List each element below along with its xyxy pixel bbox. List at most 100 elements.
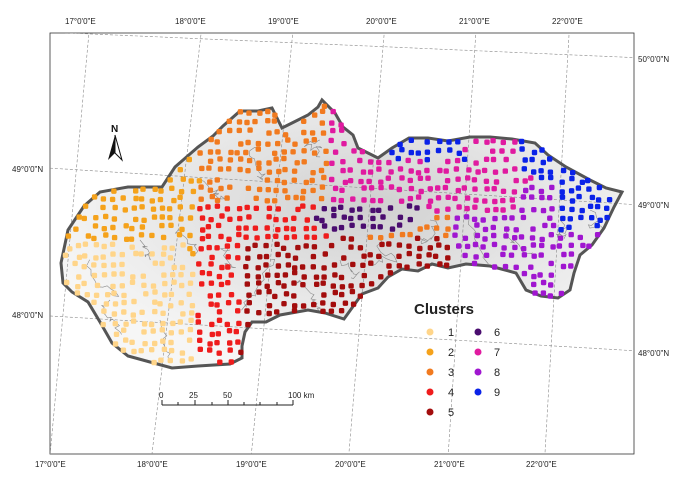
station-point bbox=[280, 245, 287, 251]
station-point bbox=[540, 290, 547, 296]
station-point bbox=[178, 300, 184, 306]
station-point bbox=[237, 109, 244, 115]
station-point bbox=[376, 159, 382, 166]
lon-label-top-22: 22°0'0"E bbox=[552, 17, 583, 26]
station-point bbox=[246, 110, 252, 116]
station-point bbox=[320, 300, 326, 306]
station-point bbox=[82, 241, 89, 247]
station-point bbox=[580, 242, 586, 249]
station-point bbox=[207, 341, 213, 347]
station-point bbox=[357, 206, 363, 212]
station-point bbox=[214, 203, 221, 209]
station-point bbox=[521, 252, 528, 258]
legend-item-1: 1 bbox=[426, 327, 454, 339]
station-point bbox=[396, 253, 402, 259]
station-point bbox=[209, 254, 215, 261]
station-point bbox=[559, 189, 565, 195]
station-point bbox=[244, 119, 250, 126]
station-point bbox=[340, 159, 346, 165]
station-point bbox=[266, 303, 273, 309]
station-point bbox=[436, 242, 442, 248]
station-point bbox=[455, 176, 461, 182]
scale-tick-25: 25 bbox=[189, 391, 198, 400]
station-point bbox=[292, 303, 298, 309]
station-point bbox=[339, 284, 346, 290]
station-point bbox=[424, 139, 430, 145]
station-point bbox=[594, 232, 601, 238]
station-point bbox=[329, 120, 335, 126]
station-point bbox=[416, 253, 422, 259]
station-point bbox=[473, 160, 479, 166]
station-point bbox=[464, 205, 470, 212]
station-point bbox=[501, 215, 508, 221]
station-point bbox=[370, 215, 376, 222]
station-point bbox=[159, 260, 165, 267]
station-point bbox=[285, 137, 291, 143]
station-point bbox=[490, 224, 496, 231]
station-point bbox=[338, 204, 344, 210]
station-point bbox=[208, 261, 214, 267]
station-point bbox=[180, 242, 186, 248]
station-point bbox=[348, 283, 354, 289]
station-point bbox=[518, 138, 525, 145]
station-point bbox=[399, 231, 406, 238]
station-points bbox=[62, 103, 613, 366]
legend-swatch-1 bbox=[426, 328, 434, 336]
station-point bbox=[159, 222, 165, 229]
station-point bbox=[340, 235, 346, 241]
station-point bbox=[531, 281, 537, 288]
station-point bbox=[103, 232, 109, 238]
station-point bbox=[111, 311, 118, 317]
station-point bbox=[227, 184, 233, 190]
station-point bbox=[321, 292, 327, 298]
station-point bbox=[226, 328, 233, 334]
station-point bbox=[444, 244, 450, 251]
station-point bbox=[500, 188, 507, 194]
legend-label-1: 1 bbox=[448, 327, 454, 339]
station-point bbox=[338, 274, 345, 281]
lat-label-left-48: 48°0'0"N bbox=[12, 311, 43, 320]
legend-item-9: 9 bbox=[474, 387, 500, 399]
lon-label-top-21: 21°0'0"E bbox=[459, 17, 490, 26]
station-point bbox=[407, 195, 414, 202]
station-point bbox=[511, 189, 518, 195]
station-point bbox=[482, 236, 488, 242]
station-point bbox=[171, 264, 177, 271]
station-point bbox=[367, 169, 374, 175]
station-point bbox=[199, 215, 206, 221]
station-point bbox=[471, 177, 478, 183]
station-point bbox=[196, 178, 203, 184]
station-point bbox=[491, 232, 497, 239]
station-point bbox=[197, 329, 203, 335]
station-point bbox=[542, 222, 548, 229]
station-point bbox=[285, 252, 291, 259]
legend: Clusters 1 2 3 4 5 6 7 8 9 bbox=[414, 301, 500, 419]
station-point bbox=[227, 157, 234, 163]
station-point bbox=[236, 299, 242, 305]
station-point bbox=[443, 168, 449, 174]
station-point bbox=[342, 300, 349, 306]
station-point bbox=[94, 282, 101, 289]
station-point bbox=[473, 138, 479, 144]
station-point bbox=[310, 170, 316, 176]
station-point bbox=[100, 321, 106, 328]
station-point bbox=[492, 169, 499, 175]
station-point bbox=[238, 156, 244, 162]
station-point bbox=[462, 235, 469, 241]
station-point bbox=[386, 159, 392, 166]
station-point bbox=[111, 234, 118, 241]
station-point bbox=[379, 241, 385, 248]
station-point bbox=[445, 158, 451, 165]
station-point bbox=[110, 283, 116, 290]
station-point bbox=[370, 223, 376, 230]
station-point bbox=[558, 227, 564, 233]
station-point bbox=[560, 167, 567, 174]
station-point bbox=[512, 244, 518, 251]
station-point bbox=[434, 236, 440, 242]
station-point bbox=[483, 178, 490, 184]
station-point bbox=[281, 155, 287, 162]
station-point bbox=[245, 139, 251, 146]
station-point bbox=[408, 168, 414, 174]
station-point bbox=[253, 195, 259, 201]
station-point bbox=[323, 148, 329, 154]
